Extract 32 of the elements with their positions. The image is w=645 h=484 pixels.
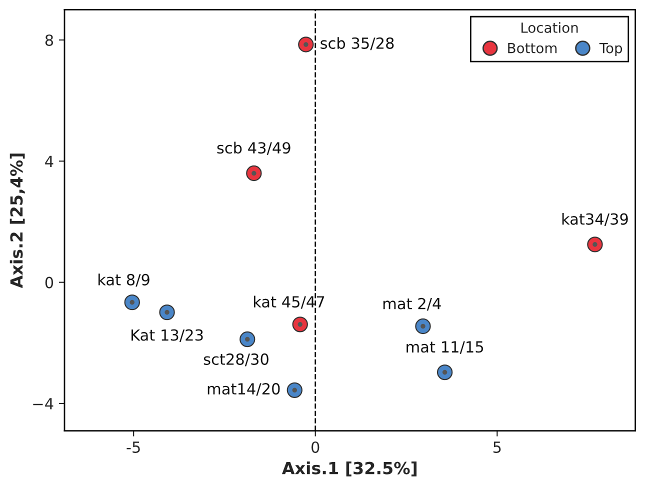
y-axis-title: Axis.2 [25,4%] bbox=[10, 154, 25, 288]
legend-label: Bottom bbox=[508, 42, 557, 54]
annotation: mat 11/15 bbox=[406, 341, 484, 354]
annotation: mat14/20 bbox=[208, 383, 280, 396]
x-tick-label: 5 bbox=[493, 442, 501, 454]
x-tick-label: -5 bbox=[126, 442, 140, 454]
annotation: mat 2/4 bbox=[383, 298, 441, 311]
y-tick-label: 4 bbox=[45, 156, 54, 167]
point bbox=[240, 331, 256, 348]
y-tick-label: −4 bbox=[33, 398, 54, 410]
point bbox=[124, 294, 140, 310]
annotation: scb 35/28 bbox=[320, 37, 394, 50]
point bbox=[587, 236, 603, 252]
legend-title: Location bbox=[522, 22, 578, 33]
legend-label: Top bbox=[599, 42, 622, 56]
annotation: scb 43/49 bbox=[217, 142, 290, 155]
point bbox=[436, 364, 453, 380]
x-tick-label: 0 bbox=[312, 441, 320, 454]
point bbox=[292, 316, 308, 332]
y-tick-label: 8 bbox=[45, 34, 54, 46]
point bbox=[415, 318, 431, 334]
x-axis-title: Axis.1 [32.5%] bbox=[282, 462, 417, 476]
y-tick-label: 0 bbox=[45, 276, 54, 288]
annotation: kat 8/9 bbox=[98, 274, 150, 287]
point bbox=[159, 304, 175, 320]
point bbox=[298, 36, 314, 52]
annotation: Kat 13/23 bbox=[132, 329, 203, 342]
annotation: kat 45/47 bbox=[254, 296, 324, 309]
point bbox=[286, 382, 302, 398]
annotation: kat34/39 bbox=[562, 213, 628, 226]
annotation: sct28/30 bbox=[204, 353, 268, 366]
point bbox=[246, 165, 262, 182]
